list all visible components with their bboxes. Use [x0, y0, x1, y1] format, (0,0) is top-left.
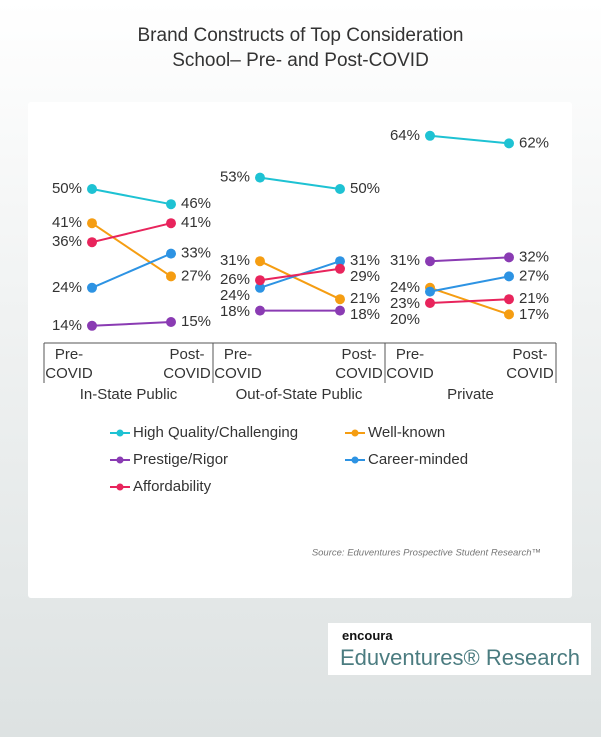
data-label: 26%: [220, 271, 250, 288]
data-label: 15%: [181, 313, 211, 330]
series-line: [429, 298, 510, 304]
group-label: Out-of-State Public: [236, 386, 363, 403]
data-label: 23%: [390, 295, 420, 312]
series-line: [91, 321, 172, 327]
series-line: [429, 256, 510, 263]
data-label: 29%: [350, 268, 380, 285]
point: [255, 282, 265, 293]
point: [335, 294, 345, 305]
logo-name: Eduventures® Research: [340, 645, 581, 670]
data-label: 50%: [52, 180, 82, 197]
data-label: 46%: [181, 195, 211, 212]
data-label: 64%: [390, 127, 420, 144]
legend-marker: [116, 456, 124, 464]
data-label: 31%: [350, 252, 380, 269]
data-label: 17%: [519, 306, 549, 323]
group-label: In-State Public: [80, 386, 178, 403]
logo: encoura Eduventures® Research: [328, 623, 591, 675]
logo-brand: encoura: [342, 628, 393, 643]
series-line: [91, 188, 172, 206]
point: [425, 256, 435, 267]
legend-label: Prestige/Rigor: [133, 451, 228, 468]
data-label: 21%: [350, 290, 380, 307]
data-label: 24%: [390, 279, 420, 296]
point: [425, 130, 435, 141]
legend-label: Career-minded: [368, 451, 468, 468]
data-label: 27%: [519, 267, 549, 284]
point: [255, 172, 265, 183]
data-label: 27%: [181, 267, 211, 284]
series-line: [429, 275, 510, 293]
data-label: 36%: [52, 233, 82, 250]
chart-title: School– Pre- and Post-COVID: [172, 50, 429, 71]
x-tick-label: Post-COVID: [163, 346, 211, 382]
point: [87, 320, 97, 331]
series-line: [429, 134, 510, 145]
point: [87, 184, 97, 194]
series-line: [91, 252, 172, 289]
card: [28, 102, 572, 598]
point: [425, 286, 435, 297]
series-line: [259, 176, 341, 190]
data-label: 18%: [220, 303, 250, 320]
point: [255, 305, 265, 316]
point: [166, 317, 176, 327]
group-label: Private: [447, 386, 494, 403]
x-tick-label: Pre-COVID: [386, 346, 434, 382]
point: [335, 305, 345, 316]
data-label: 41%: [181, 214, 211, 231]
legend-label: Well-known: [368, 424, 445, 441]
data-label: 50%: [350, 180, 380, 197]
x-tick-label: Pre-COVID: [45, 346, 93, 382]
data-label: 33%: [181, 245, 211, 262]
data-label: 24%: [52, 279, 82, 296]
point: [166, 199, 176, 210]
series-line: [91, 222, 172, 278]
series-line: [259, 260, 341, 301]
point: [335, 184, 345, 194]
data-label: 32%: [519, 248, 549, 265]
point: [335, 256, 345, 267]
legend-marker: [116, 429, 124, 437]
data-label: 31%: [220, 252, 250, 269]
point: [166, 248, 176, 259]
data-label: 24%: [220, 287, 250, 304]
data-label: 14%: [52, 317, 82, 334]
point: [335, 263, 345, 274]
x-tick-label: Post-COVID: [335, 346, 383, 382]
legend-label: High Quality/Challenging: [133, 424, 298, 441]
point: [504, 252, 514, 263]
data-label: 20%: [390, 311, 420, 328]
point: [255, 275, 265, 286]
point: [166, 218, 176, 229]
data-label: 41%: [52, 214, 82, 231]
data-label: 31%: [390, 252, 420, 269]
legend-marker: [351, 456, 359, 464]
point: [166, 271, 176, 282]
point: [255, 256, 265, 267]
series-line: [91, 222, 172, 244]
point: [425, 298, 435, 308]
source: Source: Eduventures Prospective Student …: [312, 548, 541, 559]
series-line: [259, 267, 341, 282]
legend-marker: [351, 429, 359, 437]
data-label: 53%: [220, 169, 250, 186]
point: [87, 218, 97, 229]
data-label: 21%: [519, 290, 549, 307]
legend-label: Affordability: [133, 478, 212, 495]
point: [504, 271, 514, 282]
point: [504, 138, 514, 149]
data-label: 18%: [350, 306, 380, 323]
legend-marker: [116, 483, 124, 491]
x-tick-label: Post-COVID: [506, 346, 554, 382]
point: [87, 237, 97, 248]
point: [504, 309, 514, 320]
x-tick-label: Pre-COVID: [214, 346, 262, 382]
point: [87, 282, 97, 293]
data-label: 62%: [519, 134, 549, 151]
chart-title: Brand Constructs of Top Consideration: [137, 25, 464, 46]
point: [504, 294, 514, 305]
